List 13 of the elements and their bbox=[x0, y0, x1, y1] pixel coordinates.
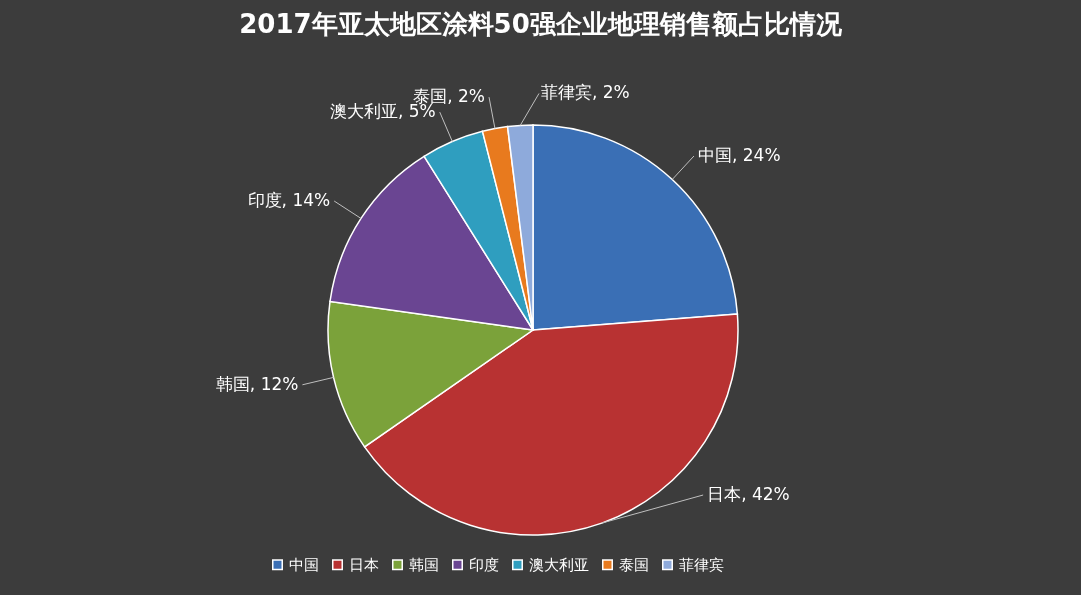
data-label: 中国, 24% bbox=[697, 145, 781, 166]
legend-label: 中国 bbox=[289, 555, 319, 574]
legend-label: 日本 bbox=[349, 555, 379, 574]
data-label: 印度, 14% bbox=[247, 190, 331, 211]
data-label: 韩国, 12% bbox=[215, 373, 299, 394]
data-label: 菲律宾, 2% bbox=[541, 82, 630, 103]
data-label: 日本, 42% bbox=[707, 484, 790, 504]
legend-label: 印度 bbox=[469, 555, 499, 574]
legend-label: 澳大利亚 bbox=[529, 555, 589, 574]
chart-title: 2017年亚太地区涂料50强企业地理销售额占比情况 bbox=[239, 9, 843, 39]
legend-label: 泰国 bbox=[619, 555, 649, 574]
legend-label: 韩国 bbox=[409, 555, 439, 574]
legend-label: 菲律宾 bbox=[679, 555, 724, 574]
